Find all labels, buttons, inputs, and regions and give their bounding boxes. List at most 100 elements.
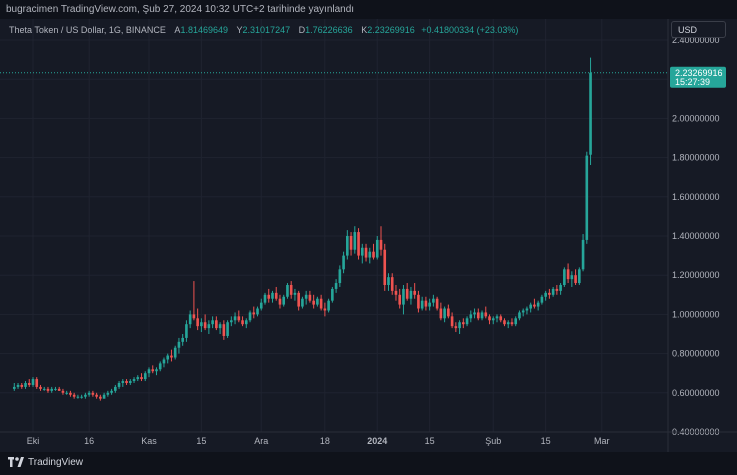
candle-up [226,322,229,336]
candle-down [379,239,383,250]
candle-up [282,296,286,305]
candle-down [439,308,443,319]
candle-down [289,285,293,295]
candle-down [297,292,300,307]
candle-up [443,308,446,319]
brand[interactable]: TradingView [8,457,83,468]
candle-up [518,312,521,319]
candle-down [312,300,315,305]
candle-down [192,314,196,319]
candle-down [252,312,256,315]
candle-down [241,320,244,325]
candle-up [521,310,525,313]
last-price-countdown: 15:27:39 [675,77,710,87]
candle-down [27,383,31,385]
candle-up [331,288,334,301]
y-tick-label: 2.00000000 [672,113,720,123]
y-tick-label: 2.40000000 [672,35,720,45]
candle-up [529,304,532,309]
candle-up [16,384,20,387]
candle-up [211,320,214,325]
currency-button[interactable]: USD [671,21,726,38]
candle-down [39,386,42,389]
y-tick-label: 0.60000000 [672,388,720,398]
candle-down [450,316,454,327]
candle-up [458,322,461,329]
candle-down [383,249,387,285]
candle-up [559,285,562,291]
last-price-value: 2.23269916 [675,68,723,78]
candle-up [432,298,435,303]
last-price-tag [670,66,726,88]
candle-down [125,381,128,383]
candle-up [506,322,510,325]
open-label: A [174,25,181,35]
candle-down [503,320,506,325]
x-tick-label: 15 [196,436,206,446]
candle-up [147,369,151,374]
candle-up [544,292,547,297]
candle-up [136,377,140,380]
candle-down [555,288,559,291]
candle-down [99,396,102,399]
change-value: +0.41800334 (+23.03%) [421,25,519,35]
candle-down [413,290,416,295]
candle-down [323,308,327,311]
candle-down [57,388,61,391]
candle-up [578,269,581,284]
candle-up [114,386,117,391]
candle-up [514,318,518,325]
candle-up [230,320,233,323]
candle-up [106,392,110,395]
candle-up [244,320,248,325]
candle-down [349,236,353,250]
symbol-title[interactable]: Theta Token / US Dollar, 1G, BINANCE [9,25,166,35]
candle-up [50,388,54,391]
x-tick-label: 16 [84,436,94,446]
candle-down [69,392,72,395]
candle-down [462,322,465,325]
candle-up [293,292,297,295]
candle-down [61,390,65,393]
candle-down [435,298,439,309]
x-tick-label: Eki [27,436,40,446]
candle-up [166,355,170,360]
candle-up [480,312,484,319]
candle-up [563,269,566,285]
candle-down [274,292,278,299]
candle-up [540,296,544,303]
candle-down [484,312,488,317]
candle-up [12,386,16,389]
candle-down [278,298,282,305]
candle-up [346,236,349,256]
candle-up [387,277,390,285]
candle-down [95,394,98,397]
candle-up [271,292,274,299]
candle-up [263,294,267,303]
close-value: 2.23269916 [367,25,415,35]
candle-down [488,316,491,321]
candle-up [259,302,263,309]
y-tick-label: 0.80000000 [672,349,720,359]
footer-bar [0,452,737,475]
candle-up [342,255,345,270]
candle-up [155,369,158,372]
candle-down [319,298,323,309]
candle-up [581,239,585,270]
candle-up [181,337,184,342]
brand-label: TradingView [28,457,84,468]
candle-down [222,324,226,336]
candle-up [177,341,181,348]
x-tick-label: 2024 [367,436,387,446]
candle-up [375,239,379,258]
publish-info: bugracimen TradingView.com, Şub 27, 2024… [6,4,355,15]
x-tick-label: Şub [485,436,501,446]
candle-up [495,316,499,319]
candle-up [207,324,211,329]
candle-down [203,322,207,329]
x-tick-label: 15 [425,436,435,446]
candle-down [533,304,536,307]
candle-up [218,324,222,329]
candle-up [162,359,166,364]
